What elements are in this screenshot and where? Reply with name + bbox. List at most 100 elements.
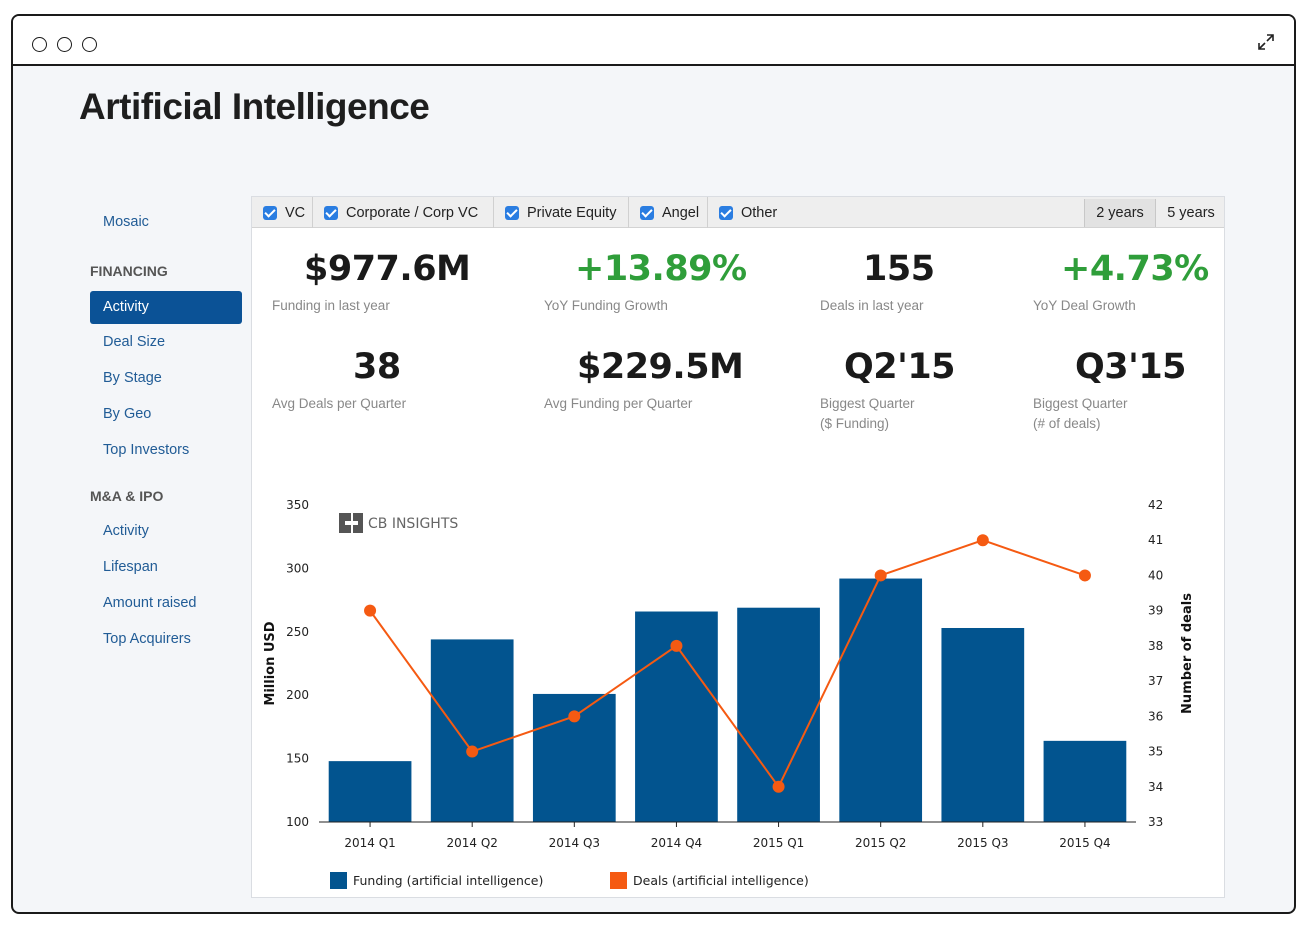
y-tick-label: 350 bbox=[286, 498, 309, 512]
filter-label: Private Equity bbox=[527, 204, 617, 221]
window-close-dot[interactable] bbox=[32, 37, 47, 52]
cb-logo-text: CB INSIGHTS bbox=[368, 516, 458, 532]
filter-private-equity[interactable]: Private Equity bbox=[494, 197, 629, 228]
y-tick-label: 250 bbox=[286, 625, 309, 639]
funding-deals-chart: CB INSIGHTS 2014 Q1 2014 Q2 2014 Q3 2014 Q4 2… bbox=[251, 476, 1225, 906]
y2-tick-label: 36 bbox=[1148, 709, 1163, 723]
stat-label: Avg Deals per Quarter bbox=[272, 396, 407, 411]
sidebar-item-lifespan[interactable]: Lifespan bbox=[103, 559, 158, 576]
checkbox-checked-icon[interactable] bbox=[719, 205, 733, 220]
sidebar-item-by-geo[interactable]: By Geo bbox=[103, 405, 152, 422]
range-2-years-button[interactable]: 2 years bbox=[1084, 199, 1156, 227]
y2-tick-label: 37 bbox=[1148, 674, 1163, 688]
y-tick-label: 100 bbox=[286, 815, 309, 829]
y2-tick-label: 38 bbox=[1148, 639, 1163, 653]
sidebar-item-top-acquirers[interactable]: Top Acquirers bbox=[103, 630, 191, 647]
sidebar-item-by-stage[interactable]: By Stage bbox=[103, 370, 162, 387]
filter-label: Angel bbox=[662, 204, 700, 221]
x-tick-label: 2015 Q4 bbox=[1059, 836, 1110, 850]
checkbox-checked-icon[interactable] bbox=[324, 205, 338, 220]
deals-point bbox=[976, 534, 989, 547]
legend-label-funding: Funding (artificial intelligence) bbox=[353, 873, 543, 888]
checkbox-checked-icon[interactable] bbox=[263, 205, 277, 220]
window-maximize-dot[interactable] bbox=[82, 37, 97, 52]
stat-label-line: Biggest Quarter bbox=[1033, 396, 1128, 411]
funding-bar bbox=[941, 627, 1025, 822]
stat-label: Biggest Quarter ($ Funding) bbox=[820, 394, 1070, 434]
stat-label: YoY Deal Growth bbox=[1033, 298, 1136, 313]
sidebar-item-mosaic[interactable]: Mosaic bbox=[103, 214, 149, 230]
stat-avg-deals: 38 Avg Deals per Quarter bbox=[272, 347, 522, 414]
filter-vc[interactable]: VC bbox=[252, 197, 313, 228]
y-tick-label: 300 bbox=[286, 561, 309, 575]
checkbox-checked-icon[interactable] bbox=[505, 205, 519, 220]
stat-yoy-funding-growth: +13.89% YoY Funding Growth bbox=[544, 249, 794, 316]
cb-insights-logo bbox=[339, 513, 363, 533]
y-axis-title: Million USD bbox=[263, 621, 278, 705]
stat-label: Avg Funding per Quarter bbox=[544, 396, 693, 411]
stat-label-line: (# of deals) bbox=[1033, 416, 1101, 431]
expand-icon[interactable] bbox=[1256, 32, 1276, 52]
stat-value: Q2'15 bbox=[844, 347, 956, 387]
legend-swatch-deals bbox=[610, 872, 627, 889]
chart-svg: CB INSIGHTS 2014 Q1 2014 Q2 2014 Q3 2014 Q4 2… bbox=[263, 498, 1195, 889]
cb-logo-mark bbox=[339, 513, 363, 533]
deals-point bbox=[772, 780, 785, 793]
stat-value: $977.6M bbox=[304, 249, 471, 289]
x-tick-label: 2015 Q2 bbox=[855, 836, 906, 850]
y2-tick-label: 42 bbox=[1148, 498, 1163, 512]
funding-bar bbox=[1043, 740, 1127, 822]
window-minimize-dot[interactable] bbox=[57, 37, 72, 52]
filter-corporate[interactable]: Corporate / Corp VC bbox=[313, 197, 494, 228]
range-5-years-button[interactable]: 5 years bbox=[1167, 205, 1215, 221]
stat-value: +13.89% bbox=[575, 249, 747, 289]
x-tick-label: 2014 Q2 bbox=[446, 836, 497, 850]
y2-tick-label: 41 bbox=[1148, 533, 1163, 547]
filter-label: Other bbox=[741, 204, 778, 221]
x-tick-label: 2015 Q3 bbox=[957, 836, 1008, 850]
x-tick-label: 2014 Q3 bbox=[549, 836, 600, 850]
legend-label-deals: Deals (artificial intelligence) bbox=[633, 873, 809, 888]
stat-value: $229.5M bbox=[577, 347, 744, 387]
sidebar-item-financing-activity[interactable]: Activity bbox=[90, 290, 242, 324]
stat-avg-funding: $229.5M Avg Funding per Quarter bbox=[544, 347, 794, 414]
sidebar-heading-mna-ipo: M&A & IPO bbox=[90, 487, 164, 504]
browser-window: Artificial Intelligence Mosaic FINANCING… bbox=[11, 14, 1296, 914]
sidebar-item-top-investors[interactable]: Top Investors bbox=[103, 441, 190, 458]
y2-tick-label: 34 bbox=[1148, 780, 1163, 794]
stat-label: Deals in last year bbox=[820, 298, 924, 313]
filter-label: VC bbox=[285, 204, 306, 221]
y2-tick-label: 39 bbox=[1148, 604, 1163, 618]
sidebar-item-deal-size[interactable]: Deal Size bbox=[103, 334, 166, 351]
deals-point bbox=[1078, 569, 1091, 582]
sidebar-heading-financing: FINANCING bbox=[90, 262, 168, 279]
filter-angel[interactable]: Angel bbox=[629, 197, 708, 228]
deals-point bbox=[466, 745, 479, 758]
funding-bar bbox=[430, 639, 514, 822]
filter-bar: VC Corporate / Corp VC Private Equity An… bbox=[252, 197, 1224, 228]
sidebar-item-amount-raised[interactable]: Amount raised bbox=[103, 594, 197, 611]
funding-bar bbox=[839, 578, 923, 822]
y2-tick-label: 40 bbox=[1148, 568, 1163, 582]
x-tick-label: 2014 Q4 bbox=[651, 836, 702, 850]
y2-tick-label: 35 bbox=[1148, 745, 1163, 759]
deals-point bbox=[364, 604, 377, 617]
y2-tick-label: 33 bbox=[1148, 815, 1163, 829]
stat-value: 155 bbox=[863, 249, 935, 289]
page-title: Artificial Intelligence bbox=[79, 86, 430, 127]
stat-label: Funding in last year bbox=[272, 298, 390, 313]
filter-other[interactable]: Other bbox=[708, 197, 798, 228]
stat-label: Biggest Quarter (# of deals) bbox=[1033, 394, 1283, 434]
window-title-bar bbox=[13, 16, 1294, 66]
legend-swatch-funding bbox=[330, 872, 347, 889]
funding-bar bbox=[328, 761, 412, 822]
stat-label-line: ($ Funding) bbox=[820, 416, 890, 431]
stat-yoy-deal-growth: +4.73% YoY Deal Growth bbox=[1033, 249, 1283, 316]
checkbox-checked-icon[interactable] bbox=[640, 205, 654, 220]
stat-funding-last-year: $977.6M Funding in last year bbox=[272, 249, 522, 316]
deals-point bbox=[568, 710, 581, 723]
deals-point bbox=[670, 639, 683, 652]
y-tick-label: 150 bbox=[286, 752, 309, 766]
y2-axis-title: Number of deals bbox=[1180, 593, 1195, 714]
sidebar-item-mna-activity[interactable]: Activity bbox=[103, 523, 149, 540]
